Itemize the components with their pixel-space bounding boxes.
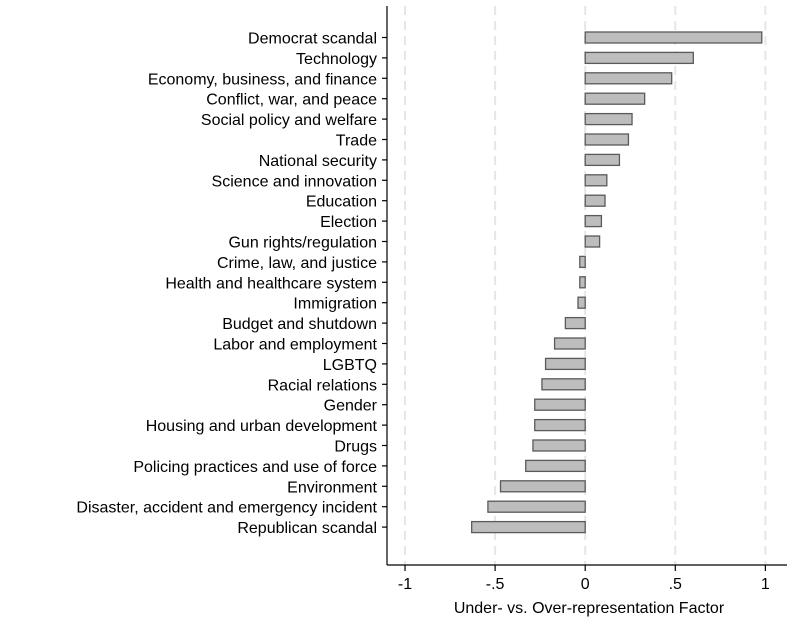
x-tick-label: 0 [581,576,590,593]
category-label: Republican scandal [237,520,377,537]
bar [584,153,621,167]
category-label: Education [306,194,377,211]
category-label: Policing practices and use of force [133,459,377,476]
bar [541,378,586,391]
bar [584,214,603,228]
category-label: Budget and shutdown [222,316,377,333]
x-tick-label: .5 [669,576,682,593]
bar [525,459,586,473]
bars [471,31,763,534]
bar [584,194,606,207]
category-label: Housing and urban development [146,418,378,435]
axes [386,6,787,566]
category-label: Environment [287,479,377,496]
bar [584,112,633,126]
bar [579,276,586,289]
category-label: Gun rights/regulation [228,235,377,252]
bar [564,316,586,330]
category-label: Crime, law, and justice [217,255,377,272]
bar [544,357,586,371]
x-tick-label: -1 [398,576,412,593]
category-label: Health and healthcare system [165,275,377,292]
bar [584,174,608,187]
category-label: Economy, business, and finance [148,71,377,88]
x-axis-title: Under- vs. Over-representation Factor [454,600,725,617]
category-label: Immigration [293,296,377,313]
category-label: Conflict, war, and peace [206,92,377,109]
bar [534,398,586,411]
bar [584,51,694,65]
category-label: Racial relations [268,377,377,394]
bar [584,72,673,85]
category-label: Trade [336,133,377,150]
category-label: Election [320,214,377,231]
x-ticks: -1 -.5 0 .5 1 [382,36,770,593]
bar [471,520,586,534]
category-label: Labor and employment [213,337,377,354]
category-labels: Democrat scandal Technology Economy, busin… [76,31,377,538]
category-label: Disaster, accident and emergency inciden… [76,500,377,517]
category-label: Gender [324,398,378,415]
category-label: Democrat scandal [248,31,377,48]
category-label: Social policy and welfare [201,112,377,129]
category-label: Science and innovation [212,173,377,190]
category-label: LGBTQ [323,357,377,374]
bar [584,92,646,105]
bar [499,480,586,493]
bar [577,296,586,309]
bar [553,337,586,350]
category-label: Technology [296,51,377,68]
bar [584,31,763,44]
bar [579,255,586,269]
bar [534,418,586,432]
bar [487,500,586,513]
bar [584,133,630,146]
x-tick-label: -.5 [486,576,505,593]
bar [532,439,586,452]
x-tick-label: 1 [761,576,770,593]
category-label: Drugs [334,439,377,456]
category-label: National security [259,153,377,170]
bar [584,235,601,248]
